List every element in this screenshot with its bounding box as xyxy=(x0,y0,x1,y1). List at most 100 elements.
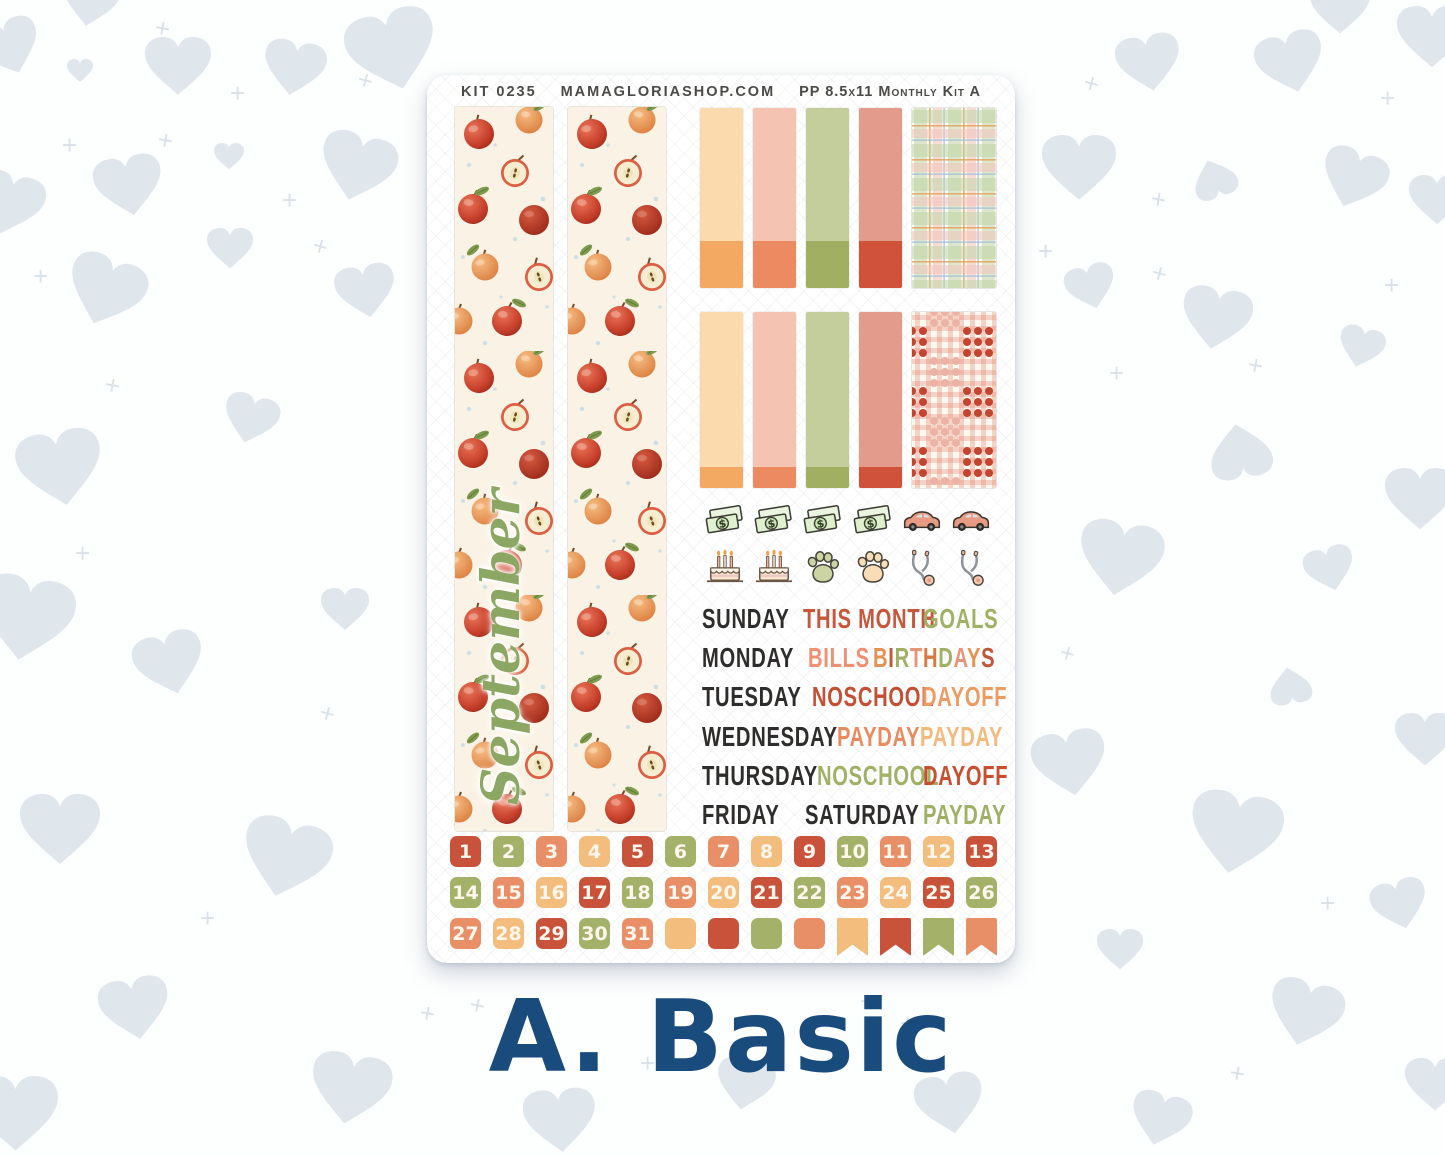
plus-mark-icon: + xyxy=(1380,83,1396,113)
apple-pattern xyxy=(455,107,553,831)
heart-icon xyxy=(311,125,402,211)
date-sticker: 24 xyxy=(880,877,911,908)
heart-icon xyxy=(1405,1057,1445,1112)
word-sticker: MONDAY xyxy=(702,642,795,673)
svg-text:$: $ xyxy=(767,516,777,530)
word-sticker: DAYOFF xyxy=(922,681,1008,712)
date-sticker: 18 xyxy=(622,877,653,908)
date-sticker: 9 xyxy=(794,836,825,867)
flag-sticker xyxy=(966,918,997,956)
heart-icon xyxy=(304,1047,395,1132)
month-script-label: September xyxy=(471,489,532,805)
full-box-sticker xyxy=(700,312,743,488)
word-sticker: FRIDAY xyxy=(702,799,780,830)
word-sticker: SUNDAY xyxy=(702,603,790,634)
word-sticker: PAYDAY xyxy=(837,721,921,752)
heart-icon xyxy=(0,165,50,244)
heart-icon xyxy=(56,245,153,338)
heart-icon xyxy=(207,228,253,270)
full-box-sticker xyxy=(859,312,902,488)
washi-strip-right xyxy=(568,107,666,831)
date-sticker: 16 xyxy=(536,877,567,908)
word-sticker: PAYDAY xyxy=(920,721,1004,752)
heart-icon xyxy=(0,1076,58,1153)
date-sticker: 15 xyxy=(493,877,524,908)
heart-icon xyxy=(911,1069,989,1141)
box-top xyxy=(806,312,849,467)
car-icon xyxy=(897,500,946,542)
date-sticker: 23 xyxy=(837,877,868,908)
half-box-sticker xyxy=(806,108,849,288)
plus-mark-icon: + xyxy=(1227,1056,1248,1090)
box-top xyxy=(700,312,743,467)
icon-row-1: $ $ $ $ xyxy=(700,500,996,542)
heart-icon xyxy=(521,1086,598,1156)
plus-mark-icon: + xyxy=(33,261,49,291)
box-top xyxy=(700,108,743,241)
heart-icon xyxy=(20,793,100,867)
plus-mark-icon: + xyxy=(1056,636,1079,670)
heart-icon xyxy=(67,59,93,83)
date-sticker: 5 xyxy=(622,836,653,867)
word-sticker: GOALS xyxy=(923,603,999,634)
heart-icon xyxy=(95,973,175,1048)
heart-icon xyxy=(11,425,108,516)
box-bottom xyxy=(753,241,796,288)
cake-icon xyxy=(749,542,798,592)
word-sticker: THURSDAY xyxy=(702,760,818,791)
heart-icon xyxy=(712,1054,778,1116)
svg-text:$: $ xyxy=(865,516,875,530)
flag-sticker xyxy=(837,918,868,956)
sticker-right-column: $ $ $ $ xyxy=(700,108,996,592)
half-box-sticker xyxy=(700,108,743,288)
heart-icon xyxy=(1409,174,1445,226)
plus-mark-icon: + xyxy=(230,78,246,108)
full-box-row xyxy=(700,312,996,488)
date-stickers: 1 2 3 4 5 6 7 8 9 10 11 12 13 14 15 16 17 18 19 20 21 22 23 24 2… xyxy=(450,836,997,966)
box-top xyxy=(753,312,796,467)
box-bottom xyxy=(753,467,796,488)
heart-icon xyxy=(1182,786,1287,884)
date-row: 14 15 16 17 18 19 20 21 22 23 24 25 26 xyxy=(450,877,997,908)
plus-mark-icon: + xyxy=(1080,66,1103,100)
heart-icon xyxy=(1395,712,1445,767)
half-box-sticker xyxy=(859,108,902,288)
kit-number: KIT 0235 xyxy=(461,84,537,100)
heart-icon xyxy=(1333,322,1388,374)
date-sticker: 3 xyxy=(536,836,567,867)
svg-text:$: $ xyxy=(816,516,826,530)
date-sticker: 19 xyxy=(665,877,696,908)
heart-icon xyxy=(1397,6,1445,69)
date-sticker: 20 xyxy=(708,877,739,908)
box-bottom xyxy=(859,467,902,488)
box-bottom xyxy=(859,241,902,288)
word-sticker: NOSCHOOL xyxy=(817,760,940,791)
word-sticker: THIS MONTH xyxy=(803,603,936,634)
plus-mark-icon: + xyxy=(860,986,876,1016)
heart-icon xyxy=(90,151,168,223)
stethoscope-icon xyxy=(897,542,946,592)
plus-mark-icon: + xyxy=(316,696,339,730)
blank-square-sticker xyxy=(751,918,782,949)
apple-pattern xyxy=(568,107,666,831)
date-row: 27 28 29 30 31 xyxy=(450,918,997,956)
paw-green-icon xyxy=(799,542,848,592)
heart-icon xyxy=(259,36,330,102)
car-icon xyxy=(947,500,996,542)
date-sticker: 27 xyxy=(450,918,481,949)
date-sticker: 6 xyxy=(665,836,696,867)
word-row: WEDNESDAY PAYDAY PAYDAY xyxy=(700,721,1010,753)
plus-mark-icon: + xyxy=(309,229,332,263)
date-sticker: 1 xyxy=(450,836,481,867)
date-sticker: 30 xyxy=(579,918,610,949)
date-sticker: 31 xyxy=(622,918,653,949)
date-sticker: 17 xyxy=(579,877,610,908)
word-stickers: SUNDAY THIS MONTH GOALS MONDAY BILLS BIRTHDAY… xyxy=(700,603,1010,843)
plus-mark-icon: + xyxy=(200,903,216,933)
blank-square-sticker xyxy=(794,918,825,949)
date-sticker: 25 xyxy=(923,877,954,908)
blank-square-sticker xyxy=(708,918,739,949)
word-sticker: PAYDAY xyxy=(923,799,1007,830)
plus-mark-icon: + xyxy=(282,185,298,215)
date-sticker: 22 xyxy=(794,877,825,908)
